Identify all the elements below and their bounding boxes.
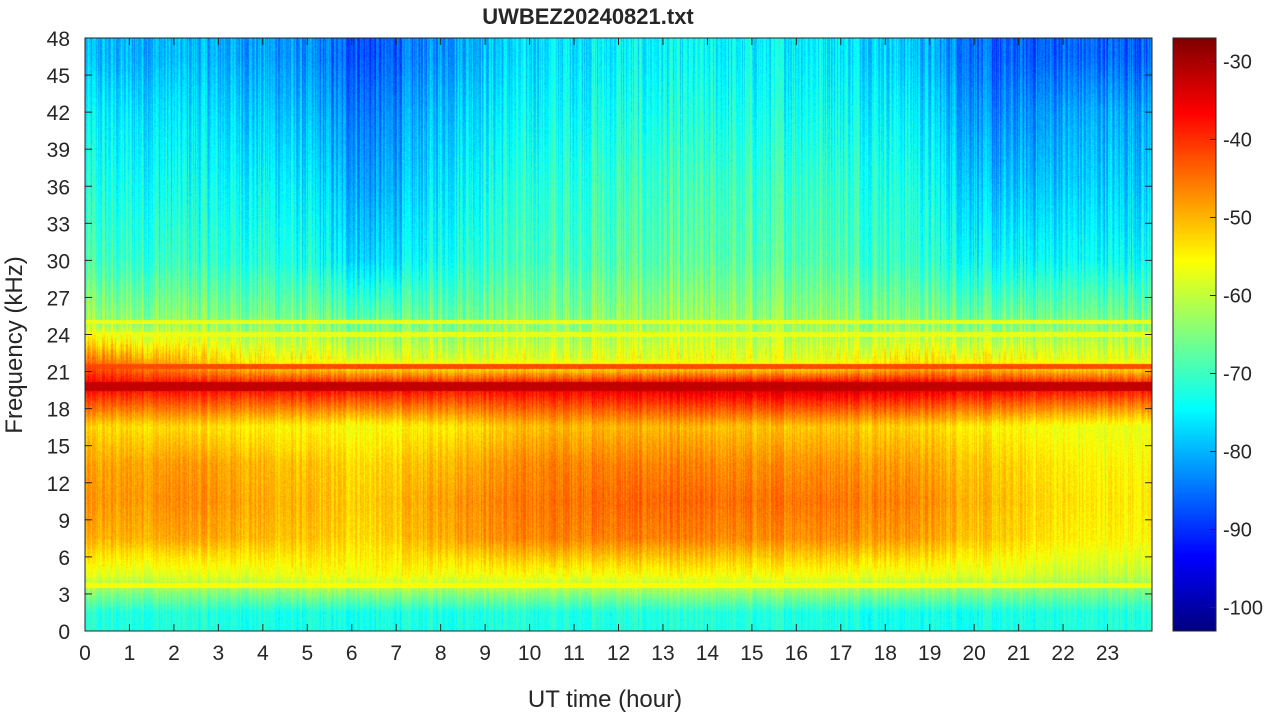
x-axis-label: UT time (hour) (528, 686, 682, 713)
x-tick-label: 16 (785, 642, 808, 665)
x-tick-label: 1 (124, 642, 136, 665)
y-axis-label: Frequency (kHz) (1, 256, 28, 433)
x-tick-label: 17 (829, 642, 852, 665)
x-tick-label: 8 (435, 642, 447, 665)
x-tick-label: 3 (213, 642, 225, 665)
y-tick-label: 48 (47, 28, 70, 51)
y-tick-label: 30 (47, 250, 70, 273)
x-tick-label: 22 (1051, 642, 1074, 665)
x-tick-label: 15 (740, 642, 763, 665)
y-tick-label: 9 (58, 510, 70, 533)
colorbar-tick-label: -100 (1223, 598, 1263, 620)
x-tick-label: 14 (696, 642, 720, 665)
x-tick-label: 20 (962, 642, 985, 665)
x-tick-label: 4 (257, 642, 269, 665)
x-tick-label: 23 (1096, 642, 1119, 665)
y-tick-label: 6 (58, 547, 70, 570)
y-tick-label: 24 (47, 325, 71, 348)
y-tick-label: 33 (47, 213, 70, 236)
y-tick-label: 45 (47, 65, 70, 88)
y-tick-label: 15 (47, 436, 70, 459)
colorbar-frame (1172, 37, 1217, 632)
colorbar-image (1173, 38, 1216, 631)
colorbar-tick-label: -80 (1223, 442, 1252, 464)
x-tick-label: 5 (301, 642, 313, 665)
colorbar-tick-label: -40 (1223, 129, 1252, 151)
x-tick-label: 18 (874, 642, 897, 665)
x-tick-label: 12 (607, 642, 630, 665)
y-tick-label: 36 (47, 176, 70, 199)
x-tick-label: 0 (79, 642, 91, 665)
colorbar-tick-label: -30 (1223, 51, 1252, 73)
colorbar-tick-label: -70 (1223, 364, 1252, 386)
y-tick-label: 3 (58, 584, 70, 607)
x-tick-label: 11 (563, 642, 585, 665)
y-tick-label: 0 (58, 621, 70, 644)
x-tick-label: 2 (168, 642, 180, 665)
y-tick-label: 12 (47, 473, 70, 496)
x-tick-label: 13 (651, 642, 674, 665)
y-tick-label: 27 (47, 287, 70, 310)
heatmap-canvas-holder (85, 38, 1152, 631)
y-tick-label: 18 (47, 399, 70, 422)
colorbar-holder (1173, 38, 1216, 631)
chart-title: UWBEZ20240821.txt (482, 4, 694, 29)
heatmap-image (85, 38, 1152, 631)
y-tick-label: 21 (47, 362, 70, 385)
colorbar-tick-label: -90 (1223, 520, 1252, 542)
colorbar-tick-label: -60 (1223, 285, 1252, 307)
colorbar-ticks: -30 -40 -50 -60 -70 -80 -90 -100 (1210, 51, 1263, 620)
x-tick-label: 21 (1007, 642, 1030, 665)
x-tick-label: 6 (346, 642, 358, 665)
y-tick-label: 42 (47, 102, 70, 125)
y-tick-label: 39 (47, 139, 70, 162)
x-axis-ticks: 0 1 2 3 4 5 6 7 8 9 10 11 12 13 14 15 16 17 18 19 20 21 22 23 (79, 38, 1119, 665)
x-tick-label: 19 (918, 642, 941, 665)
x-tick-label: 9 (479, 642, 491, 665)
x-tick-label: 7 (390, 642, 402, 665)
x-tick-label: 10 (518, 642, 541, 665)
colorbar-tick-label: -50 (1223, 207, 1252, 229)
